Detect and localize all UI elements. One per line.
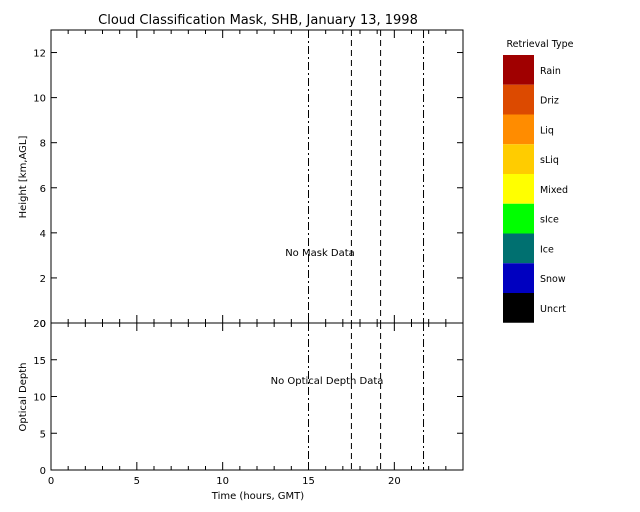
mask-y-tick-label: 4 — [40, 229, 46, 240]
mask-panel-frame — [50, 29, 464, 324]
mask-y-tick-label: 6 — [40, 184, 46, 195]
optical-depth-y-tick-label: 0 — [40, 466, 46, 477]
legend-label: Mixed — [540, 185, 568, 196]
mask-y-tick-label: 10 — [33, 94, 46, 105]
legend-swatch — [503, 84, 534, 115]
legend-label: Driz — [540, 96, 559, 107]
optical-depth-y-tick-label: 10 — [33, 393, 46, 404]
no-mask-data-note: No Mask Data — [285, 248, 355, 259]
optical-depth-y-axis-label: Optical Depth — [18, 363, 29, 432]
mask-marker-lines — [308, 30, 425, 323]
legend-swatch — [503, 203, 534, 234]
mask-y-tick-label: 0 — [40, 319, 46, 330]
legend-swatch — [503, 263, 534, 293]
mask-panel: 0 2 4 6 8 10 12 Height [km,AGL] No Mask Data — [18, 29, 464, 330]
optical-depth-y-tick-label: 5 — [40, 429, 46, 440]
legend-label: sIce — [540, 215, 559, 226]
time-x-axis-label: Time (hours, GMT) — [211, 491, 305, 502]
legend-title: Retrieval Type — [506, 39, 573, 50]
mask-y-tick-label: 2 — [40, 274, 46, 285]
mask-y-axis: 0 2 4 6 8 10 12 — [33, 30, 464, 330]
mask-y-axis-label: Height [km,AGL] — [18, 136, 29, 219]
legend-swatch — [503, 55, 534, 85]
legend-label: Ice — [540, 244, 554, 255]
time-x-tick-label: 15 — [302, 476, 315, 487]
time-x-tick-label: 10 — [216, 476, 229, 487]
time-x-axis: 0 5 10 15 20 — [48, 323, 464, 487]
optical-depth-y-tick-label: 15 — [33, 356, 46, 367]
time-x-tick-label: 5 — [134, 476, 140, 487]
optical-depth-y-tick-label: 20 — [33, 319, 46, 330]
legend-swatch — [503, 114, 534, 145]
chart-title: Cloud Classification Mask, SHB, January … — [98, 13, 418, 28]
legend-label: Liq — [540, 125, 554, 136]
legend-swatch — [503, 174, 534, 204]
legend-label: Uncrt — [540, 304, 566, 315]
no-optical-depth-data-note: No Optical Depth Data — [271, 376, 384, 387]
legend-label: sLiq — [540, 155, 559, 166]
time-x-tick-label: 20 — [388, 476, 401, 487]
optical-depth-y-axis: 0 5 10 15 20 — [33, 319, 463, 477]
mask-y-tick-label: 12 — [33, 49, 46, 60]
time-x-tick-label: 0 — [48, 476, 54, 487]
legend-label: Snow — [540, 274, 566, 285]
legend-swatch — [503, 233, 534, 264]
legend-items: Rain Driz Liq sLiq Mixed sIce Ice Snow Uncrt — [503, 55, 568, 323]
legend: Retrieval Type Rain Driz Liq sLiq Mixed sIce I… — [503, 39, 574, 323]
optical-depth-panel: 0 5 10 15 20 0 5 10 15 20 Optical Depth Time (ho… — [18, 319, 464, 502]
mask-y-tick-label: 8 — [40, 139, 46, 150]
optical-depth-marker-lines — [308, 323, 425, 470]
legend-swatch — [503, 293, 534, 323]
legend-label: Rain — [540, 66, 561, 77]
optical-depth-panel-frame — [50, 322, 464, 471]
legend-swatch — [503, 144, 534, 174]
